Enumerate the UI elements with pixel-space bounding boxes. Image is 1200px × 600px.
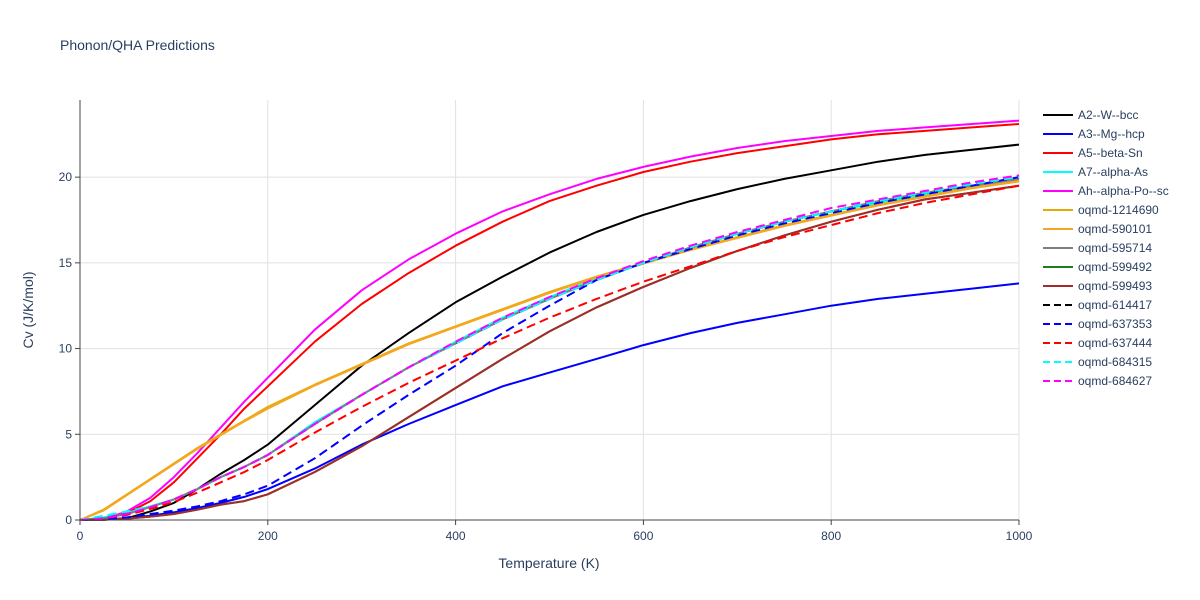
series-line-oqmd-684315 (79, 176, 1020, 521)
chart-title: Phonon/QHA Predictions (60, 37, 215, 53)
legend-entry[interactable]: A5--beta-Sn (1078, 146, 1143, 160)
y-tick-label: 20 (59, 170, 73, 184)
series-line-oqmd-590101 (79, 180, 1020, 521)
y-tick-label: 10 (59, 342, 73, 356)
legend-entry[interactable]: oqmd-637353 (1078, 317, 1152, 331)
x-tick-label: 1000 (1006, 529, 1033, 543)
series-line-oqmd-684627 (79, 174, 1020, 521)
legend-entry[interactable]: A2--W--bcc (1078, 108, 1138, 122)
series-line-oqmd-637353 (79, 176, 1020, 521)
legend-entry[interactable]: oqmd-599493 (1078, 279, 1152, 293)
legend-entry[interactable]: oqmd-637444 (1078, 336, 1152, 350)
y-tick-label: 5 (65, 427, 72, 441)
legend-entry[interactable]: oqmd-614417 (1078, 298, 1152, 312)
legend-entry[interactable]: oqmd-599492 (1078, 260, 1152, 274)
legend-entry[interactable]: Ah--alpha-Po--sc (1078, 184, 1169, 198)
axes: 0 200 400 600 800 1000 0 5 10 15 20 (59, 100, 1033, 543)
x-tick-label: 200 (258, 529, 278, 543)
legend[interactable]: A2--W--bcc A3--Mg--hcp A5--beta-Sn A7--alph… (1043, 108, 1169, 388)
series-line-oqmd-1214690 (79, 179, 1020, 521)
y-tick-label: 0 (65, 513, 72, 527)
plot-area (79, 119, 1020, 521)
series-line-A3--Mg--hcp (79, 282, 1020, 521)
y-axis-label: Cv (J/K/mol) (20, 272, 36, 349)
legend-entry[interactable]: A7--alpha-As (1078, 165, 1148, 179)
x-tick-label: 800 (821, 529, 841, 543)
legend-entry[interactable]: oqmd-590101 (1078, 222, 1152, 236)
grid (80, 100, 1020, 520)
legend-entry[interactable]: oqmd-1214690 (1078, 203, 1159, 217)
series-line-oqmd-595714 (79, 177, 1020, 521)
series-line-oqmd-637444 (79, 184, 1020, 521)
legend-entry[interactable]: oqmd-595714 (1078, 241, 1152, 255)
series-line-A5--beta-Sn (79, 123, 1020, 521)
series-line-oqmd-599493 (79, 184, 1020, 521)
series-line-oqmd-599492 (79, 184, 1020, 521)
x-axis-label: Temperature (K) (498, 555, 599, 571)
series-line-A2--W--bcc (79, 143, 1020, 521)
legend-entry[interactable]: oqmd-684315 (1078, 355, 1152, 369)
x-tick-label: 400 (446, 529, 466, 543)
x-tick-label: 600 (633, 529, 653, 543)
series-line-A7--alpha-As (79, 177, 1020, 521)
x-tick-label: 0 (77, 529, 84, 543)
y-tick-label: 15 (59, 256, 73, 270)
series-line-Ah--alpha-Po--sc (79, 119, 1020, 521)
legend-entry[interactable]: A3--Mg--hcp (1078, 127, 1145, 141)
legend-entry[interactable]: oqmd-684627 (1078, 374, 1152, 388)
